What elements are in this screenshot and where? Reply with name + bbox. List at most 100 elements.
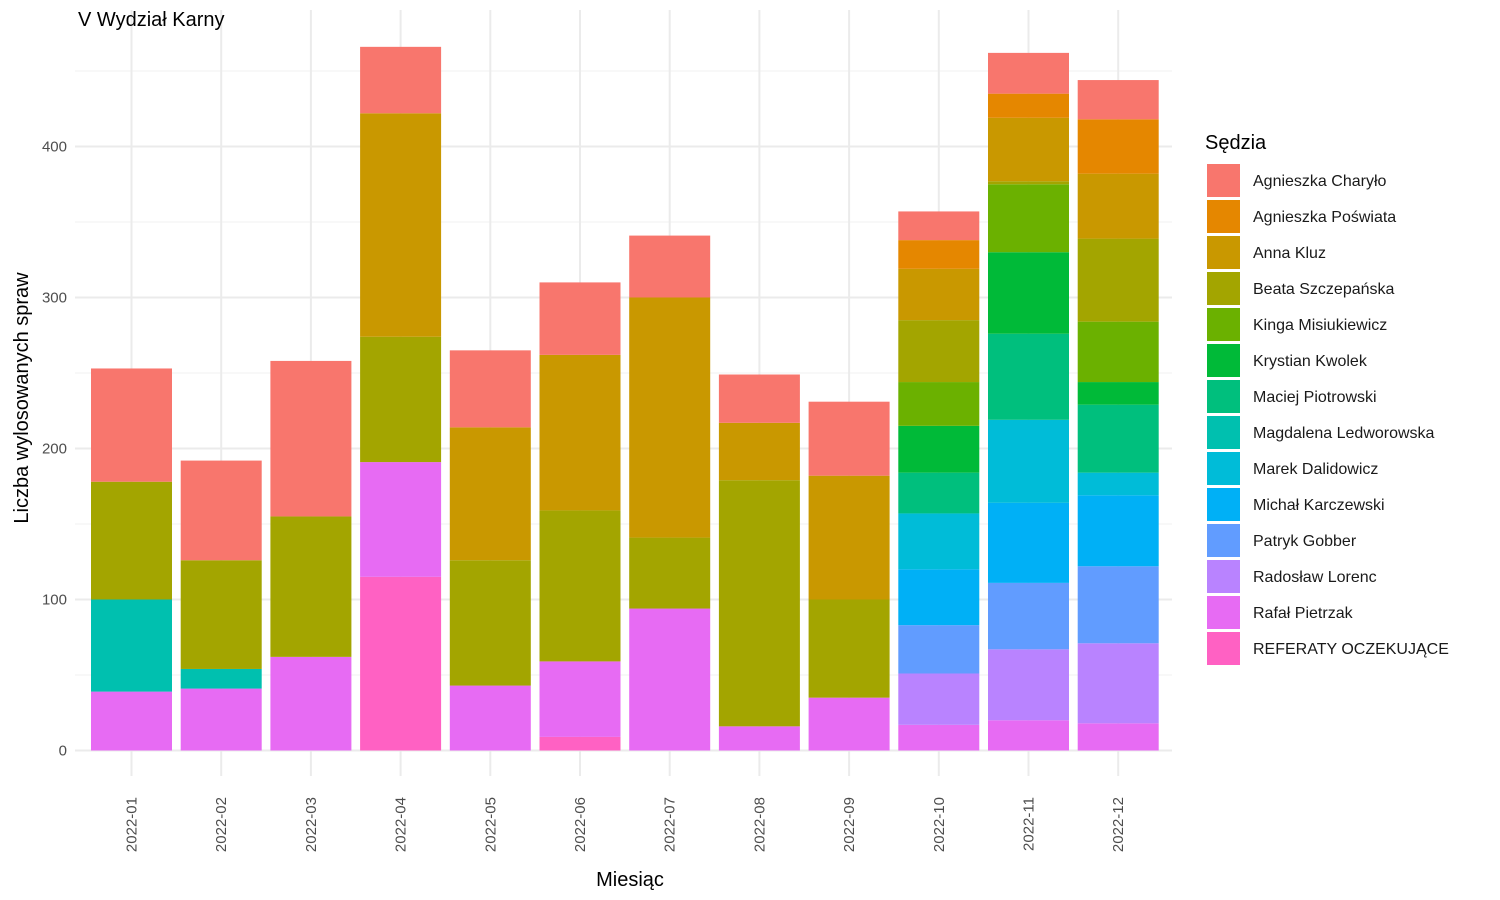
x-tick-label: 2022-05: [482, 797, 499, 852]
bar-segment-2022-11-patryk-gobber: [988, 582, 1069, 650]
bar-segment-2022-11-marek-dalidowicz: [988, 419, 1069, 503]
bar-segment-2022-12-radosław-lorenc: [1077, 643, 1159, 724]
bar-segment-2022-10-beata-szczepańska: [898, 320, 980, 383]
bar-segment-2022-10-agnieszka-poświata: [898, 240, 980, 269]
bar-segment-2022-04-rafał-pietrzak: [360, 462, 442, 577]
legend-swatch: [1207, 380, 1240, 413]
bar-segment-2022-08-beata-szczepańska: [718, 480, 800, 727]
bar-segment-2022-05-agnieszka-charyło: [449, 350, 531, 428]
y-tick-label: 0: [59, 743, 67, 760]
legend-swatch: [1207, 272, 1240, 305]
x-tick-label: 2022-11: [1021, 797, 1038, 851]
y-tick-label: 100: [42, 592, 67, 609]
bar-segment-2022-05-anna-kluz: [449, 427, 531, 561]
bar-segment-2022-05-rafał-pietrzak: [449, 685, 531, 751]
bar-segment-2022-12-rafał-pietrzak: [1077, 723, 1159, 751]
bar-segment-2022-02-magdalena-ledworowska: [180, 668, 262, 689]
bar-segment-2022-07-beata-szczepańska: [629, 537, 711, 609]
bar-segment-2022-12-maciej-piotrowski: [1077, 404, 1159, 473]
legend-items: Agnieszka Charyło Agnieszka Poświata Anna …: [1207, 164, 1449, 665]
bar-segment-2022-10-maciej-piotrowski: [898, 472, 980, 514]
bar-segment-2022-10-kinga-misiukiewicz: [898, 382, 980, 426]
bar-segment-2022-12-agnieszka-charyło: [1077, 80, 1159, 120]
legend-label: Patryk Gobber: [1253, 533, 1357, 550]
legend-swatch: [1207, 200, 1240, 233]
bar-segment-2022-06-agnieszka-charyło: [539, 282, 621, 355]
legend-swatch: [1207, 452, 1240, 485]
bar-segment-2022-09-anna-kluz: [808, 475, 890, 600]
legend-swatch: [1207, 236, 1240, 269]
bar-segment-2022-02-rafał-pietrzak: [180, 688, 262, 751]
bar-segment-2022-11-krystian-kwolek: [988, 252, 1069, 334]
legend-label: Magdalena Ledworowska: [1253, 425, 1435, 442]
bar-segment-2022-11-agnieszka-charyło: [988, 52, 1069, 94]
bar-segment-2022-07-anna-kluz: [629, 297, 711, 538]
y-axis-title: Liczba wylosowanych spraw: [11, 272, 33, 524]
legend-label: Agnieszka Poświata: [1253, 209, 1396, 226]
legend-swatch: [1207, 416, 1240, 449]
chart-title: V Wydział Karny: [78, 9, 225, 31]
y-axis-ticks: 0 100 200 300 400: [42, 139, 67, 760]
bar-segment-2022-10-anna-kluz: [898, 268, 980, 321]
bar-segment-2022-11-michał-karczewski: [988, 502, 1069, 583]
bar-segment-2022-02-agnieszka-charyło: [180, 460, 262, 561]
bar-segment-2022-03-beata-szczepańska: [270, 516, 352, 657]
legend-label: Maciej Piotrowski: [1253, 389, 1377, 406]
bar-segment-2022-06-anna-kluz: [539, 354, 621, 511]
x-tick-label: 2022-02: [213, 797, 230, 852]
legend-swatch: [1207, 164, 1240, 197]
legend-swatch: [1207, 488, 1240, 521]
bar-segment-2022-03-agnieszka-charyło: [270, 360, 352, 517]
bar-segment-2022-09-agnieszka-charyło: [808, 401, 890, 476]
x-axis-title: Miesiąc: [596, 869, 664, 891]
bar-segment-2022-04-agnieszka-charyło: [360, 46, 442, 114]
x-tick-label: 2022-04: [393, 797, 410, 852]
bar-segment-2022-04-anna-kluz: [360, 113, 442, 337]
bar-segment-2022-11-kinga-misiukiewicz: [988, 184, 1069, 253]
x-tick-label: 2022-09: [841, 797, 858, 852]
bar-segment-2022-10-krystian-kwolek: [898, 425, 980, 473]
x-axis-ticks: 2022-01 2022-02 2022-03 2022-04 2022-05 2022-…: [124, 797, 1128, 852]
bar-segment-2022-11-maciej-piotrowski: [988, 333, 1069, 420]
plot-bars: [91, 46, 1159, 751]
bar-segment-2022-04-beata-szczepańska: [360, 336, 442, 463]
bar-segment-2022-11-agnieszka-poświata: [988, 93, 1069, 118]
bar-segment-2022-12-marek-dalidowicz: [1077, 472, 1159, 496]
bar-segment-2022-11-radosław-lorenc: [988, 649, 1069, 721]
x-tick-label: 2022-08: [751, 797, 768, 852]
legend-label: Beata Szczepańska: [1253, 281, 1395, 298]
bar-segment-2022-11-anna-kluz: [988, 117, 1069, 182]
bar-segment-2022-08-anna-kluz: [718, 422, 800, 481]
legend-label: Rafał Pietrzak: [1253, 605, 1354, 622]
legend-label: REFERATY OCZEKUJĄCE: [1253, 641, 1449, 658]
legend: Sędzia Agnieszka Charyło Agnieszka Poświa…: [1205, 132, 1449, 665]
legend-swatch: [1207, 344, 1240, 377]
bar-segment-2022-01-beata-szczepańska: [91, 481, 172, 600]
bar-segment-2022-12-anna-kluz: [1077, 173, 1159, 239]
x-tick-label: 2022-10: [931, 797, 948, 852]
bar-segment-2022-12-michał-karczewski: [1077, 495, 1159, 567]
legend-swatch: [1207, 632, 1240, 665]
bar-segment-2022-06-beata-szczepańska: [539, 510, 621, 662]
bar-segment-2022-07-rafał-pietrzak: [629, 608, 711, 751]
legend-swatch: [1207, 524, 1240, 557]
legend-label: Agnieszka Charyło: [1253, 173, 1387, 190]
x-tick-label: 2022-06: [572, 797, 589, 852]
bar-segment-2022-08-agnieszka-charyło: [718, 374, 800, 423]
bar-segment-2022-12-krystian-kwolek: [1077, 382, 1159, 405]
y-tick-label: 400: [42, 139, 67, 156]
bar-segment-2022-06-rafał-pietrzak: [539, 661, 621, 737]
bar-segment-2022-09-rafał-pietrzak: [808, 697, 890, 751]
bar-segment-2022-07-agnieszka-charyło: [629, 235, 711, 298]
legend-swatch: [1207, 596, 1240, 629]
bar-segment-2022-10-agnieszka-charyło: [898, 211, 980, 241]
y-tick-label: 300: [42, 290, 67, 307]
bar-segment-2022-05-beata-szczepańska: [449, 560, 531, 686]
legend-swatch: [1207, 308, 1240, 341]
bar-segment-2022-04-referaty-oczekujące: [360, 576, 442, 751]
bar-segment-2022-02-beata-szczepańska: [180, 560, 262, 669]
bar-segment-2022-12-agnieszka-poświata: [1077, 119, 1159, 174]
bar-segment-2022-09-beata-szczepańska: [808, 599, 890, 698]
bar-segment-2022-12-kinga-misiukiewicz: [1077, 321, 1159, 383]
